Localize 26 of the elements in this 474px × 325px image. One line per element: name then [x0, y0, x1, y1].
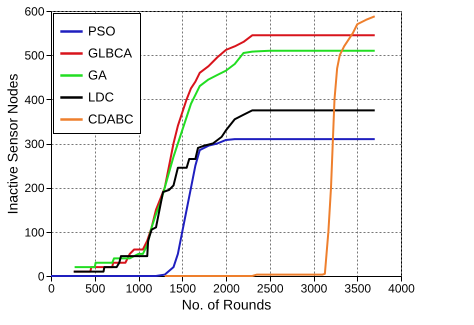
y-tick-label: 400: [24, 92, 45, 107]
line-series: [164, 15, 376, 277]
x-tick-label: 3500: [344, 282, 372, 296]
x-axis-title: No. of Rounds: [182, 296, 272, 312]
x-tick-label: 2500: [256, 282, 284, 296]
legend-label: PSO: [88, 24, 116, 38]
legend-label: LDC: [88, 90, 114, 104]
x-tick-label: 4000: [388, 282, 416, 296]
x-tick-label: 3000: [300, 282, 328, 296]
y-tick-label: 500: [24, 48, 45, 63]
legend-label: CDABC: [88, 112, 134, 126]
y-tick-label: 600: [24, 4, 45, 18]
y-tick-label: 200: [24, 181, 45, 196]
x-tick-label: 1500: [169, 282, 196, 296]
x-tick-label: 0: [48, 282, 56, 296]
x-tick-label: 2000: [213, 282, 240, 296]
x-tick-label: 500: [85, 282, 106, 296]
y-tick-label: 300: [24, 137, 45, 151]
legend-label: GA: [88, 68, 108, 82]
line-series: [50, 138, 376, 277]
y-tick-label: 100: [24, 225, 45, 240]
y-tick-label: 0: [38, 270, 45, 284]
legend-label: GLBCA: [88, 46, 132, 60]
line-series: [72, 109, 376, 273]
y-axis-title: Inactive Sensor Nodes: [4, 74, 20, 214]
x-tick-label: 1000: [126, 282, 153, 296]
